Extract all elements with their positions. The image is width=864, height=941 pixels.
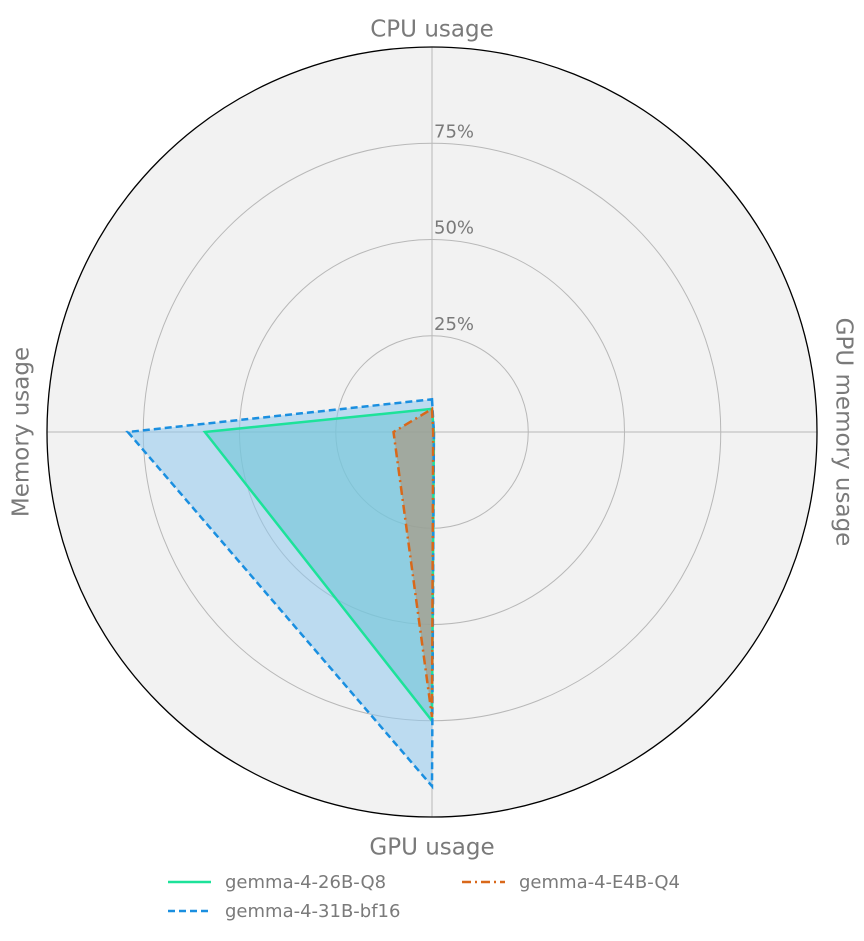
series-fills (127, 399, 434, 787)
legend-label-2: gemma-4-31B-bf16 (225, 901, 400, 922)
r-tick-label: 75% (434, 121, 474, 142)
axis-label-1: CPU usage (370, 17, 493, 43)
r-tick-label: 50% (434, 218, 474, 239)
r-tick-label: 25% (434, 314, 474, 335)
axis-label-2: GPU memory usage (831, 318, 857, 547)
series-line-3 (392, 406, 435, 718)
series-lines (125, 397, 436, 790)
axis-label-3: GPU usage (369, 835, 494, 861)
outer-circle (46, 46, 818, 818)
series-line-2 (125, 397, 436, 790)
axis-labels: CPU usage GPU memory usage GPU usage Memory… (9, 17, 857, 861)
series-area-3 (393, 408, 434, 717)
plot-outline (46, 46, 818, 818)
legend-label-3: gemma-4-E4B-Q4 (519, 872, 680, 893)
axis-label-4: Memory usage (9, 347, 35, 517)
radial-tick-labels: 25% 50% 75% (434, 121, 474, 335)
series-area-2 (127, 399, 434, 787)
legend: gemma-4-26B-Q8 gemma-4-31B-bf16 gemma-4-E4… (168, 872, 680, 922)
legend-label-1: gemma-4-26B-Q8 (225, 872, 386, 893)
